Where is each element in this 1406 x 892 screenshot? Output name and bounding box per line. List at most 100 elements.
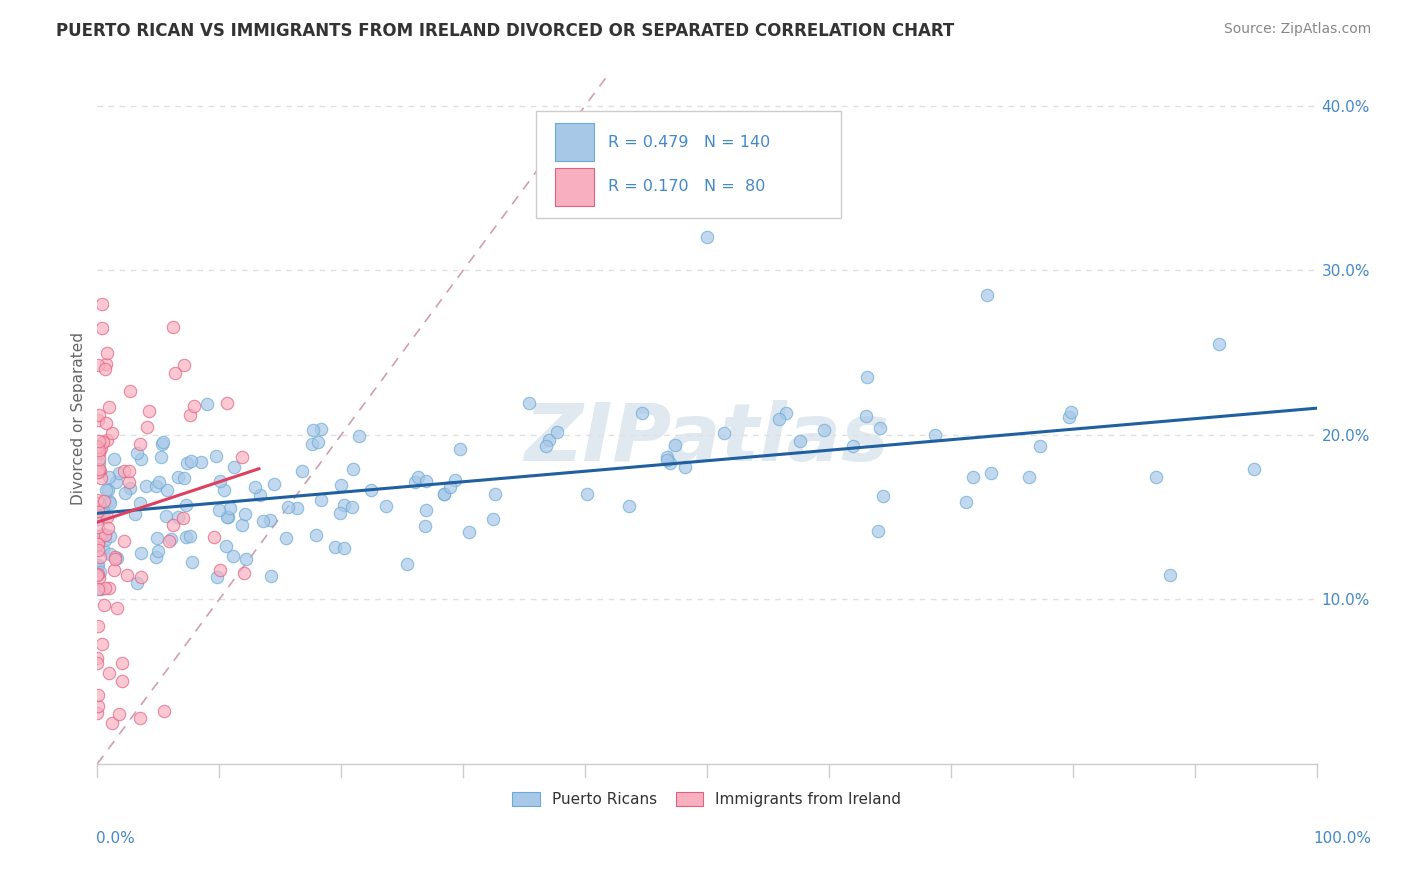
Point [484, 487, 506, 501]
Point [91, 321, 114, 335]
Point [89, 571, 111, 585]
Point [87, 537, 110, 551]
Point [103, 452, 125, 467]
Point [89, 451, 111, 466]
Point [1243, 462, 1265, 476]
Point [869, 421, 891, 435]
Point [104, 549, 127, 564]
Point [202, 530, 225, 544]
Point [146, 531, 169, 545]
Point [856, 369, 879, 384]
Point [87, 520, 110, 534]
Point [115, 567, 138, 582]
Point [124, 507, 146, 521]
Point [433, 487, 456, 501]
Point [395, 557, 418, 571]
Point [91, 637, 114, 651]
Point [176, 498, 198, 512]
Point [86, 440, 108, 454]
Point [97, 665, 120, 680]
Point [111, 656, 134, 670]
Point [86, 650, 108, 665]
Point [91, 541, 114, 556]
Point [302, 423, 325, 437]
Point [309, 492, 332, 507]
Point [374, 500, 396, 514]
Point [129, 496, 152, 510]
Point [86, 558, 108, 573]
Point [347, 429, 370, 443]
Point [87, 503, 110, 517]
Point [433, 487, 456, 501]
Point [301, 436, 323, 450]
Point [98, 581, 121, 595]
Point [180, 454, 202, 468]
Point [221, 549, 243, 563]
FancyBboxPatch shape [554, 123, 593, 161]
Point [439, 480, 461, 494]
Point [841, 439, 863, 453]
Point [96, 510, 118, 524]
Point [631, 406, 654, 420]
Point [93, 599, 115, 613]
Point [664, 437, 686, 451]
Point [342, 461, 364, 475]
Point [87, 456, 110, 470]
Point [86, 706, 108, 720]
Point [217, 510, 239, 524]
Point [160, 532, 183, 546]
Point [209, 474, 232, 488]
Point [249, 487, 271, 501]
Point [333, 541, 356, 556]
Point [97, 521, 120, 535]
Point [96, 345, 118, 359]
Point [413, 519, 436, 533]
Point [655, 453, 678, 467]
Point [1028, 438, 1050, 452]
Point [775, 406, 797, 420]
Point [329, 477, 352, 491]
Point [1159, 567, 1181, 582]
Point [162, 320, 184, 334]
Point [176, 456, 198, 470]
Point [233, 507, 256, 521]
Point [90, 297, 112, 311]
Point [179, 529, 201, 543]
Point [98, 529, 121, 543]
Point [404, 475, 426, 489]
Point [148, 475, 170, 489]
Point [100, 426, 122, 441]
Point [93, 362, 115, 376]
Point [307, 434, 329, 449]
Point [340, 500, 363, 514]
Point [309, 422, 332, 436]
Point [855, 409, 877, 423]
Point [145, 479, 167, 493]
Point [111, 674, 134, 689]
Point [235, 552, 257, 566]
Point [86, 492, 108, 507]
Point [86, 358, 108, 372]
Point [87, 445, 110, 459]
Point [97, 483, 120, 498]
Point [173, 470, 195, 484]
Point [458, 525, 481, 540]
Point [259, 569, 281, 583]
Point [87, 465, 110, 479]
Point [98, 548, 121, 562]
Point [924, 427, 946, 442]
Point [108, 707, 131, 722]
Point [112, 464, 135, 478]
Point [96, 357, 118, 371]
Point [333, 498, 356, 512]
Point [534, 439, 557, 453]
Text: PUERTO RICAN VS IMMIGRANTS FROM IRELAND DIVORCED OR SEPARATED CORRELATION CHART: PUERTO RICAN VS IMMIGRANTS FROM IRELAND … [56, 22, 955, 40]
Point [87, 619, 110, 633]
Point [108, 467, 131, 481]
Point [243, 480, 266, 494]
Point [1060, 405, 1083, 419]
Point [94, 533, 117, 548]
Text: R = 0.170   N =  80: R = 0.170 N = 80 [609, 179, 766, 194]
Point [1208, 337, 1230, 351]
Point [181, 556, 204, 570]
